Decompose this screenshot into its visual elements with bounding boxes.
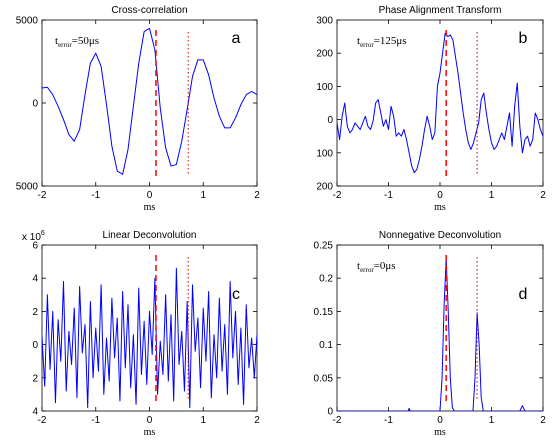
x-tick-label: -2: [38, 415, 47, 426]
x-tick-label: -1: [91, 190, 100, 201]
panel-letter: a: [232, 30, 241, 47]
x-tick-label: -1: [384, 190, 393, 201]
error-annotation-value: =50μs: [72, 35, 99, 47]
x-tick-label: 2: [254, 415, 260, 426]
y-tick-label: 5000: [16, 182, 39, 193]
error-annotation: terror=0μs: [357, 260, 396, 274]
x-tick-label: -1: [384, 415, 393, 426]
error-annotation-prefix: t: [357, 35, 360, 47]
x-tick-label: 1: [200, 415, 206, 426]
y-tick-label: 0: [32, 99, 38, 110]
error-annotation: terror=125μs: [357, 35, 407, 49]
panel-c-linear-deconvolution: Linear Deconvolution -2 -1 0 1 2 6 4 2 0 2 4 ms x 106…: [22, 230, 260, 438]
x-tick-label: 2: [540, 415, 546, 426]
panel-letter: b: [519, 30, 528, 47]
x-tick-label: 0: [147, 190, 153, 201]
y-tick-label: 0: [327, 407, 333, 418]
y-tick-label: 0.2: [319, 274, 333, 285]
error-annotation-value: =125μs: [374, 35, 407, 47]
series-line: [337, 257, 543, 411]
y-multiplier-exponent: 6: [41, 230, 45, 237]
y-tick-label: 200: [316, 49, 333, 60]
y-tick-label: 0: [32, 340, 38, 351]
chart-title: Phase Alignment Transform: [379, 5, 502, 16]
x-axis-label: ms: [144, 202, 156, 213]
y-tick-label: 0.05: [314, 373, 334, 384]
x-tick-label: 1: [489, 415, 495, 426]
x-tick-label: 2: [540, 190, 546, 201]
error-annotation-subscript: error: [360, 266, 374, 274]
y-tick-label: 0.1: [319, 340, 333, 351]
chart-title: Nonnegative Deconvolution: [379, 230, 501, 241]
y-tick-label: 200: [316, 182, 333, 193]
x-tick-label: 0: [147, 415, 153, 426]
y-tick-label: 100: [316, 148, 333, 159]
y-tick-label: 0.15: [314, 307, 334, 318]
y-tick-label: 300: [316, 16, 333, 27]
error-annotation-prefix: t: [357, 260, 360, 272]
y-tick-label: 4: [32, 274, 38, 285]
error-annotation-prefix: t: [55, 35, 58, 47]
x-axis-label: ms: [434, 202, 446, 213]
series-line: [42, 27, 257, 175]
error-annotation-subscript: error: [360, 41, 374, 49]
x-tick-label: -2: [333, 190, 342, 201]
x-tick-label: 2: [254, 190, 260, 201]
x-tick-label: 0: [437, 190, 443, 201]
y-tick-label: 100: [316, 82, 333, 93]
error-annotation-value: =0μs: [374, 260, 396, 272]
y-tick-label: 2: [32, 373, 38, 384]
panel-letter: c: [232, 286, 240, 303]
panel-d-nonnegative-deconvolution: Nonnegative Deconvolution -2 -1 0 1 2 0.25 0.2 0…: [314, 230, 547, 438]
y-tick-label: 6: [32, 241, 38, 252]
x-tick-label: 1: [489, 190, 495, 201]
x-tick-label: 1: [200, 190, 206, 201]
x-axis-label: ms: [434, 427, 446, 438]
y-tick-label: 0.25: [314, 241, 334, 252]
x-tick-label: 0: [437, 415, 443, 426]
chart-title: Linear Deconvolution: [103, 230, 197, 241]
x-tick-label: -1: [91, 415, 100, 426]
series-line: [42, 267, 257, 409]
x-tick-label: -2: [333, 415, 342, 426]
panel-a-cross-correlation: Cross-correlation -2 -1 0 1 2 5000 0 5000 ms a terr…: [16, 5, 260, 213]
y-tick-label: 0: [327, 115, 333, 126]
series-line: [337, 32, 543, 174]
y-multiplier-base: x 10: [22, 232, 41, 243]
chart-title: Cross-correlation: [111, 5, 187, 16]
y-tick-label: 4: [32, 407, 38, 418]
y-tick-label: 5000: [16, 16, 39, 27]
error-annotation: terror=50μs: [55, 35, 99, 49]
panel-b-phase-alignment-transform: Phase Alignment Transform -2 -1 0 1 2 300 200 10…: [316, 5, 546, 213]
x-axis-label: ms: [144, 427, 156, 438]
y-multiplier: x 106: [22, 230, 45, 243]
x-tick-label: -2: [38, 190, 47, 201]
y-tick-label: 2: [32, 307, 38, 318]
panel-letter: d: [519, 286, 528, 303]
error-annotation-subscript: error: [58, 41, 72, 49]
